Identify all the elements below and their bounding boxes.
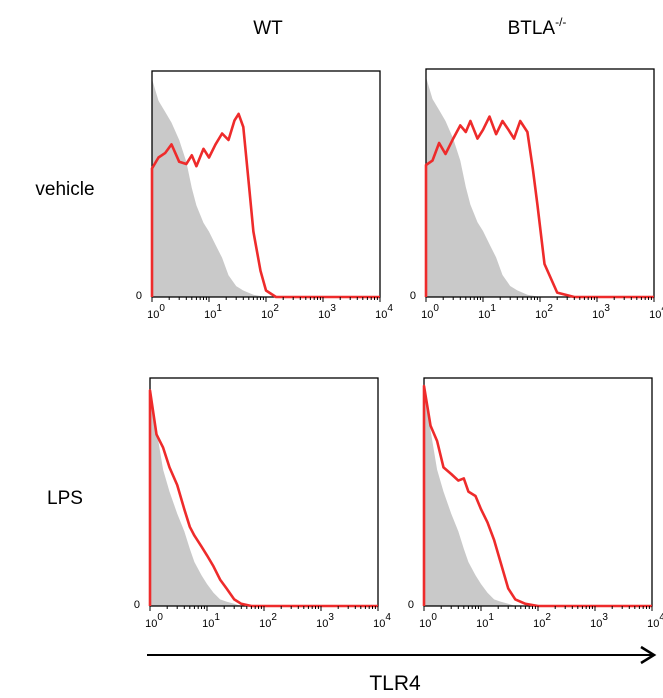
x-tick-label: 104 [373, 612, 391, 630]
x-tick-label-exponent: 1 [214, 612, 220, 623]
x-tick-label-base: 10 [649, 309, 661, 321]
x-tick-label-exponent: 0 [159, 303, 165, 314]
x-tick-label-exponent: 4 [659, 612, 663, 623]
y-tick-label: 0 [410, 290, 416, 302]
x-tick-label-base: 10 [202, 618, 214, 630]
x-tick-label-base: 10 [147, 309, 159, 321]
x-tick-label-exponent: 1 [490, 303, 496, 314]
x-tick-label-base: 10 [535, 309, 547, 321]
x-tick-label-exponent: 4 [661, 303, 663, 314]
isotype-histogram [150, 386, 378, 606]
x-tick-label-exponent: 0 [157, 612, 163, 623]
x-tick-label-exponent: 4 [385, 612, 391, 623]
x-tick-label-base: 10 [261, 309, 273, 321]
x-tick-label: 101 [478, 303, 496, 321]
x-tick-label-exponent: 0 [433, 303, 439, 314]
column-header-wt: WT [253, 18, 283, 39]
x-tick-label: 103 [590, 612, 608, 630]
column-header-btla-superscript: -/- [555, 15, 566, 29]
x-tick-label-exponent: 3 [328, 612, 334, 623]
x-tick-label: 100 [421, 303, 439, 321]
panels: 0100101102103104010010110210310401001011… [134, 68, 663, 630]
row-label-lps: LPS [47, 488, 83, 509]
tlr4-histogram-line [422, 384, 652, 608]
x-tick-label-exponent: 3 [602, 612, 608, 623]
x-tick-label-base: 10 [421, 309, 433, 321]
x-tick-label: 101 [202, 612, 220, 630]
x-tick-label: 103 [316, 612, 334, 630]
x-tick-label-base: 10 [533, 618, 545, 630]
row-label-vehicle: vehicle [35, 179, 94, 200]
column-header-btla-label: BTLA [508, 18, 556, 39]
x-tick-label-base: 10 [259, 618, 271, 630]
x-tick-label-exponent: 1 [488, 612, 494, 623]
x-tick-label: 104 [649, 303, 663, 321]
x-tick-label: 102 [259, 612, 277, 630]
x-tick-label: 104 [375, 303, 393, 321]
x-tick-label-base: 10 [592, 309, 604, 321]
x-tick-label-exponent: 0 [431, 612, 437, 623]
x-tick-label-base: 10 [419, 618, 431, 630]
x-tick-label-exponent: 4 [387, 303, 393, 314]
x-tick-label-base: 10 [204, 309, 216, 321]
x-tick-label-base: 10 [375, 309, 387, 321]
x-tick-label-exponent: 3 [330, 303, 336, 314]
y-tick-label: 0 [408, 599, 414, 611]
x-tick-label-exponent: 3 [604, 303, 610, 314]
x-tick-label: 102 [535, 303, 553, 321]
x-tick-label-base: 10 [316, 618, 328, 630]
x-tick-label-exponent: 2 [547, 303, 553, 314]
x-tick-label-base: 10 [145, 618, 157, 630]
x-axis-title: TLR4 [369, 672, 421, 695]
x-tick-label-base: 10 [478, 309, 490, 321]
x-tick-label-exponent: 2 [273, 303, 279, 314]
x-tick-label-base: 10 [476, 618, 488, 630]
x-tick-label-base: 10 [647, 618, 659, 630]
x-tick-label: 100 [147, 303, 165, 321]
tlr4-histogram-line [148, 389, 378, 608]
x-tick-label: 102 [261, 303, 279, 321]
x-tick-label: 100 [145, 612, 163, 630]
x-tick-label: 101 [204, 303, 222, 321]
isotype-histogram [152, 79, 380, 297]
tlr4-histogram-line [150, 112, 380, 299]
x-tick-label-exponent: 1 [216, 303, 222, 314]
tlr4-histogram-line [424, 115, 654, 299]
y-tick-label: 0 [134, 599, 140, 611]
x-tick-label-base: 10 [318, 309, 330, 321]
column-header-btla: BTLA-/- [508, 15, 567, 39]
y-tick-label: 0 [136, 290, 142, 302]
x-tick-label-exponent: 2 [271, 612, 277, 623]
x-tick-label-exponent: 2 [545, 612, 551, 623]
x-tick-label: 101 [476, 612, 494, 630]
x-tick-label-base: 10 [373, 618, 385, 630]
isotype-histogram [426, 77, 654, 297]
isotype-histogram [424, 386, 652, 606]
x-tick-label: 103 [592, 303, 610, 321]
tlr4-arrow-head [640, 645, 657, 665]
x-tick-label: 100 [419, 612, 437, 630]
x-tick-label: 104 [647, 612, 663, 630]
x-tick-label-base: 10 [590, 618, 602, 630]
x-tick-label: 102 [533, 612, 551, 630]
x-tick-label: 103 [318, 303, 336, 321]
